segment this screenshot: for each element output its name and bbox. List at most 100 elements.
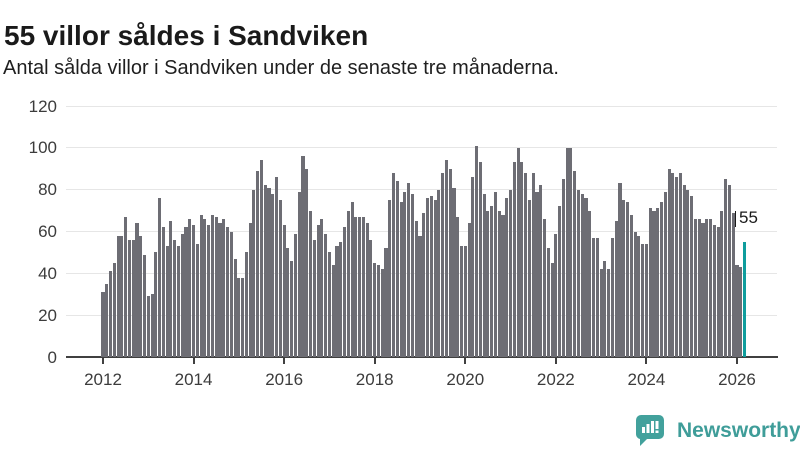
bar: [184, 227, 188, 357]
bar: [739, 267, 743, 357]
bar: [588, 210, 592, 357]
y-axis-label: 80: [38, 180, 57, 200]
bar: [392, 172, 396, 357]
bar: [176, 246, 181, 357]
bar: [486, 210, 490, 357]
bar: [399, 202, 403, 357]
bar: [218, 223, 222, 357]
bar: [527, 200, 531, 357]
bar: [331, 264, 335, 357]
bar: [618, 183, 622, 357]
x-axis-tick: [192, 358, 195, 364]
bar: [146, 296, 150, 357]
bar: [701, 223, 705, 357]
bar: [135, 223, 139, 357]
x-axis-label: 2020: [446, 370, 485, 389]
bar: [233, 258, 237, 357]
y-axis-label: 120: [28, 96, 57, 116]
bar: [644, 244, 648, 357]
bar: [214, 216, 218, 357]
bar: [124, 216, 128, 357]
bar: [339, 241, 343, 357]
bar: [539, 185, 543, 357]
page-title: 55 villor såldes i Sandviken: [4, 19, 369, 51]
x-axis-tick: [735, 358, 738, 364]
bar: [448, 168, 452, 357]
bar: [410, 193, 414, 357]
bar: [324, 233, 328, 357]
bar: [210, 214, 214, 357]
bar: [603, 260, 607, 357]
bar: [380, 269, 384, 357]
gridline: [66, 189, 777, 191]
bar: [686, 189, 690, 357]
bar: [316, 225, 320, 357]
bar: [180, 233, 184, 357]
bar: [626, 202, 630, 357]
bar: [709, 218, 713, 357]
bar: [252, 189, 256, 357]
bar: [610, 237, 614, 357]
bar: [497, 210, 501, 357]
bar: [158, 198, 162, 357]
bar: [237, 277, 241, 357]
bar: [546, 248, 550, 357]
newsworthy-bar-chart-speech-bubble-icon: [636, 415, 664, 446]
bar: [482, 193, 486, 357]
bar: [652, 210, 656, 357]
bar: [478, 162, 482, 357]
bar: [663, 191, 667, 357]
x-axis-label: 2012: [84, 370, 122, 389]
bar: [199, 214, 203, 357]
y-axis-label: 100: [28, 138, 57, 158]
bar: [490, 206, 494, 357]
bar: [267, 187, 271, 357]
bar: [414, 221, 418, 357]
bar: [127, 239, 131, 357]
bar: [584, 198, 588, 357]
bar: [542, 218, 547, 357]
bar: [241, 277, 245, 357]
bar: [614, 221, 618, 357]
bar: [293, 233, 297, 357]
bar: [350, 202, 354, 357]
bar: [731, 212, 735, 357]
newsworthy-logo[interactable]: Newsworthy: [636, 415, 800, 446]
bar: [282, 225, 286, 357]
bar: [297, 191, 301, 357]
bar: [561, 179, 565, 357]
x-axis-tick: [283, 358, 286, 364]
bar: [648, 208, 652, 357]
bar: [395, 181, 399, 357]
bar: [720, 210, 724, 357]
bar: [105, 283, 109, 357]
bar: [697, 218, 701, 357]
bar: [425, 198, 430, 357]
bar: [467, 223, 471, 357]
newsworthy-logo-text: Newsworthy: [677, 418, 800, 442]
y-axis-label: 40: [38, 263, 57, 283]
bar: [188, 218, 192, 357]
bar: [576, 189, 581, 357]
bar: [342, 227, 347, 357]
bar: [705, 218, 709, 357]
bar: [554, 233, 558, 357]
bar: [173, 239, 177, 357]
bar: [384, 248, 388, 357]
bar: [629, 214, 633, 357]
x-axis-label: 2014: [174, 370, 213, 389]
y-axis-label: 60: [38, 222, 57, 241]
bar: [278, 200, 282, 357]
bar: [459, 246, 464, 357]
x-axis-label: 2022: [536, 370, 575, 389]
bar: [516, 147, 520, 357]
bar: [727, 185, 731, 357]
bar: [531, 172, 535, 357]
bar: [244, 252, 248, 357]
bar: [309, 210, 313, 357]
bar: [361, 216, 365, 357]
bar: [131, 239, 135, 357]
bar: [429, 195, 433, 357]
bar: [154, 252, 158, 357]
bar: [290, 260, 294, 357]
